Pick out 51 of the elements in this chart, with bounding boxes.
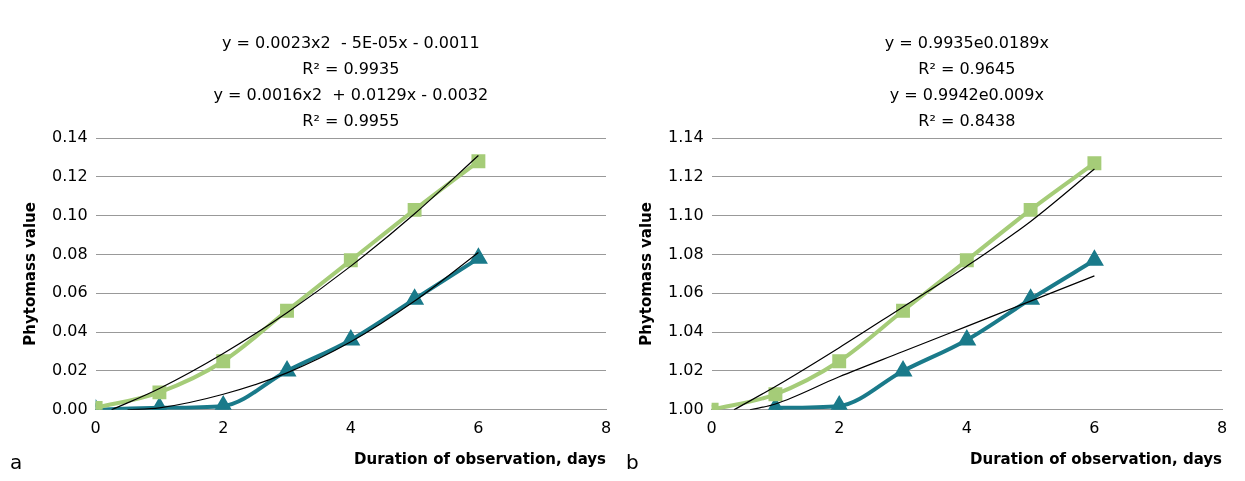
y-tick-label: 1.14	[668, 127, 704, 147]
y-tick-label: 0.12	[52, 165, 88, 185]
x-tick-label: 4	[961, 417, 972, 437]
y-axis-title: Phytomass value	[636, 202, 655, 346]
x-tick-label: 6	[473, 417, 484, 437]
y-tick-label: 1.06	[668, 282, 704, 302]
y-tick-label: 1.02	[668, 360, 704, 380]
x-axis-title: Duration of observation, days	[354, 449, 607, 468]
x-tick-label: 8	[1216, 417, 1228, 437]
point	[343, 253, 358, 268]
y-tick-label: 0.08	[52, 243, 88, 263]
y-tick-label: 1.12	[668, 165, 704, 185]
point	[470, 249, 487, 264]
text: R² = 0.8438	[918, 111, 1016, 130]
y-tick-label: 0.14	[52, 127, 88, 147]
point	[1023, 202, 1038, 217]
point	[1087, 156, 1102, 171]
point	[959, 253, 974, 268]
y-tick-label: 0.04	[52, 321, 88, 341]
text: a	[10, 450, 23, 474]
x-tick-label: 2	[834, 417, 845, 437]
x-tick-label: 8	[600, 417, 612, 437]
point	[894, 361, 912, 377]
x-axis-title: Duration of observation, days	[970, 449, 1223, 468]
y-tick-label: 1.10	[668, 204, 704, 224]
point	[471, 154, 486, 169]
text: R² = 0.9955	[302, 111, 400, 130]
x-tick-label: 0	[706, 417, 717, 437]
text: y = 0.9935e0.0189x	[884, 33, 1049, 52]
text: y = 0.9942e0.009x	[889, 85, 1044, 104]
text: R² = 0.9935	[302, 59, 400, 78]
text: b	[626, 450, 639, 474]
y-tick-label: 0.06	[52, 282, 88, 302]
point	[831, 396, 848, 410]
text: y = 0.0016x2 + 0.0129x - 0.0032	[213, 85, 489, 104]
y-tick-label: 1.00	[668, 398, 704, 418]
y-tick-label: 0.02	[52, 360, 88, 380]
point	[215, 396, 232, 410]
y-tick-label: 0.10	[52, 204, 88, 224]
point	[1086, 251, 1103, 266]
x-tick-label: 4	[345, 417, 356, 437]
x-tick-label: 0	[90, 417, 101, 437]
y-tick-label: 1.08	[668, 243, 704, 263]
y-tick-label: 0.00	[52, 398, 88, 418]
x-tick-label: 6	[1089, 417, 1100, 437]
y-axis-title: Phytomass value	[20, 202, 39, 346]
point	[958, 330, 975, 346]
x-tick-label: 2	[218, 417, 229, 437]
y-tick-label: 1.04	[668, 321, 704, 341]
text: R² = 0.9645	[918, 59, 1016, 78]
text: y = 0.0023x2 - 5E-05x - 0.0011	[222, 33, 480, 52]
